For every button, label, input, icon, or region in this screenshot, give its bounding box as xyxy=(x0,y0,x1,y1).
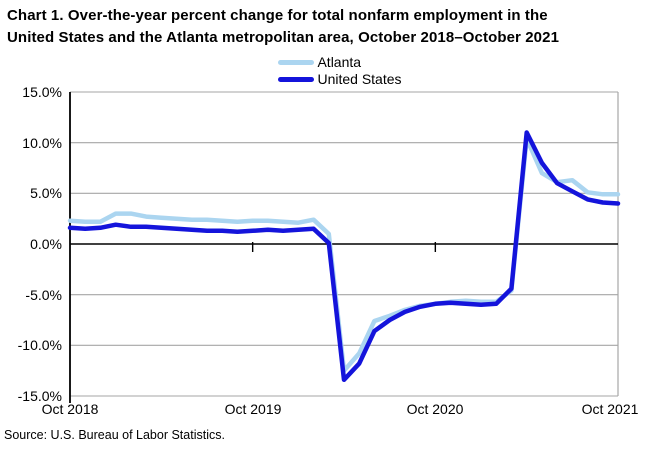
chart-title-line1: Chart 1. Over-the-year percent change fo… xyxy=(7,7,548,24)
chart-title: Chart 1. Over-the-year percent change fo… xyxy=(7,5,653,49)
y-tick-label-10: 10.0% xyxy=(22,135,62,151)
legend-label-atlanta: Atlanta xyxy=(317,54,362,70)
series-line-united-states xyxy=(67,130,621,383)
united-states-line-swatch xyxy=(278,76,315,82)
chart-legend: Atlanta United States xyxy=(0,54,660,87)
legend-label-united-states: United States xyxy=(317,71,402,87)
x-tick-label-oct-2019: Oct 2019 xyxy=(224,401,282,417)
legend-item-united-states: United States xyxy=(278,71,402,87)
y-tick-label-neg10: -10.0% xyxy=(17,337,62,353)
atlanta-line-swatch xyxy=(278,59,315,65)
x-tick-label-oct-2018: Oct 2018 xyxy=(41,401,99,417)
legend-items: Atlanta United States xyxy=(278,54,402,87)
source-note: Source: U.S. Bureau of Labor Statistics. xyxy=(4,428,225,442)
y-tick-label-15: 15.0% xyxy=(22,84,62,100)
y-tick-label-0: 0.0% xyxy=(30,236,62,252)
y-tick-label-5: 5.0% xyxy=(30,185,62,201)
legend-item-atlanta: Atlanta xyxy=(278,54,401,70)
series-line-atlanta xyxy=(67,136,621,373)
chart-title-line2: United States and the Atlanta metropolit… xyxy=(7,29,560,46)
y-tick-label-neg15: -15.0% xyxy=(17,388,62,404)
x-tick-label-oct-2021: Oct 2021 xyxy=(581,401,639,417)
y-tick-label-neg5: -5.0% xyxy=(25,287,62,303)
plot-area xyxy=(67,91,621,403)
x-tick-label-oct-2020: Oct 2020 xyxy=(406,401,464,417)
